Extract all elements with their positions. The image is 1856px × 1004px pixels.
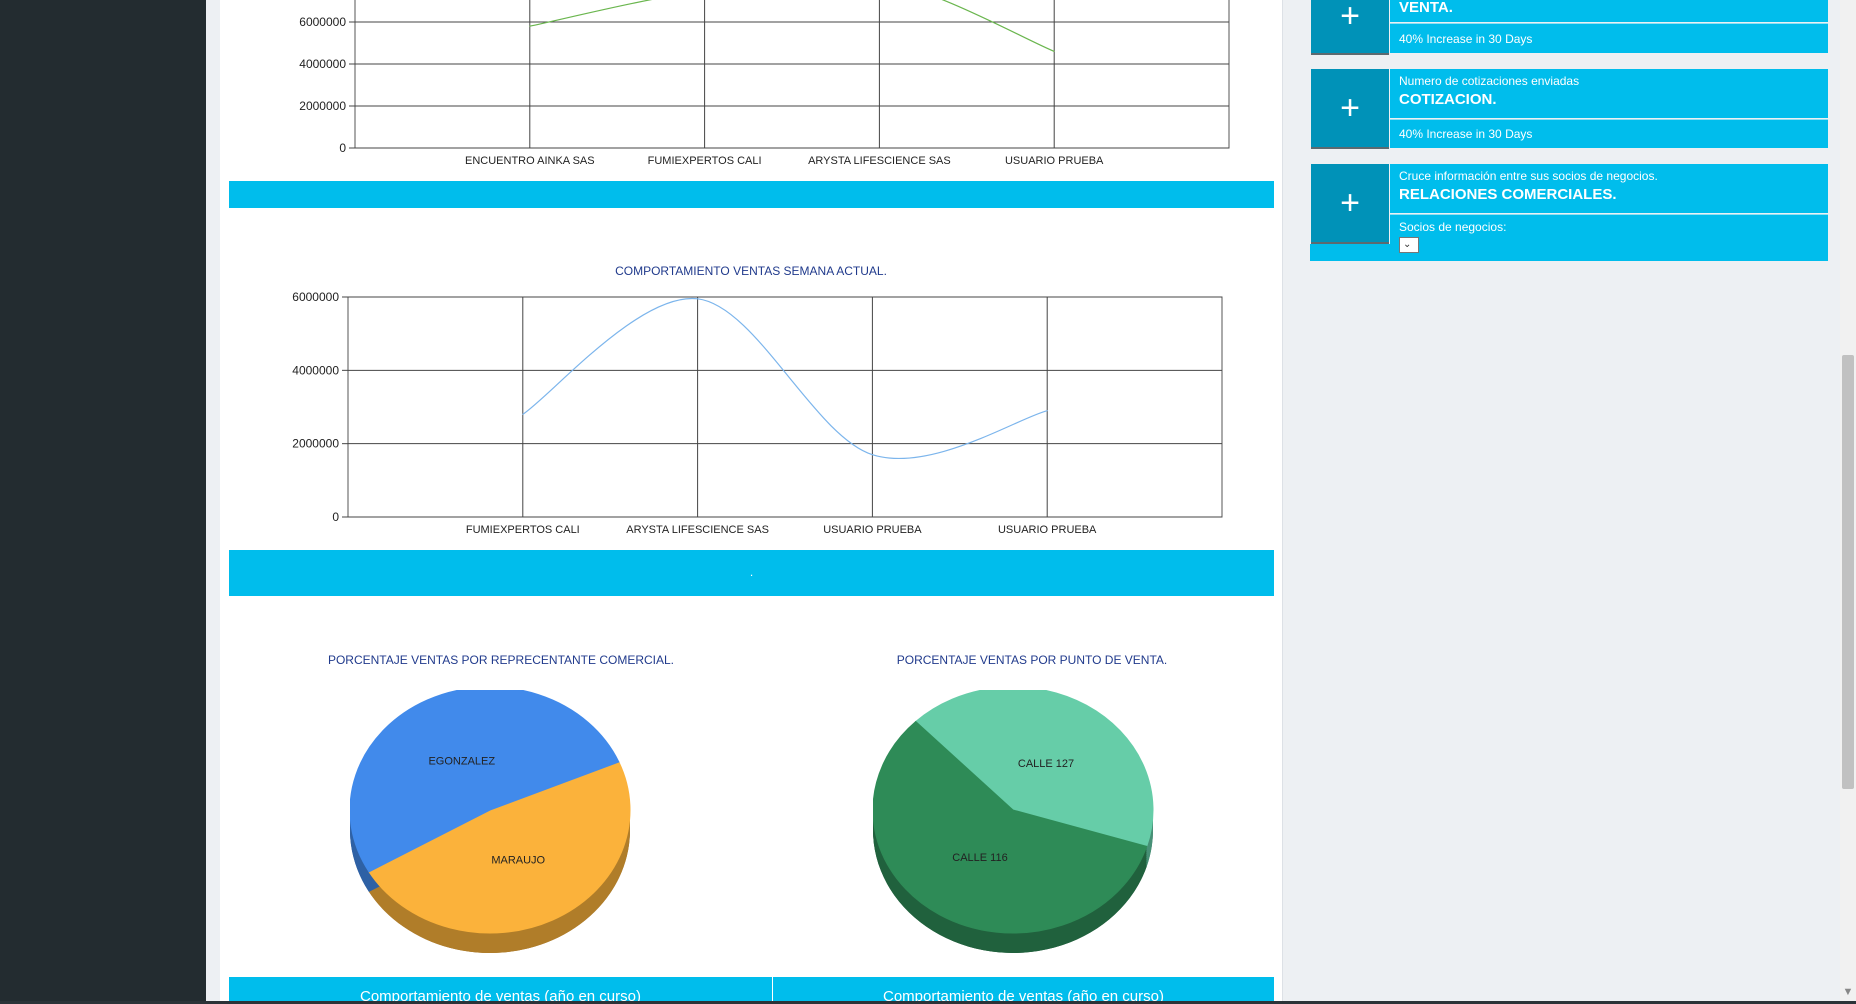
y-tick-label: 4000000 bbox=[299, 57, 346, 71]
y-tick-label: 2000000 bbox=[299, 99, 346, 113]
scroll-down-arrow-icon[interactable]: ▼ bbox=[1842, 986, 1854, 998]
sales-by-store-pie-chart: CALLE 127 CALLE 116 bbox=[873, 690, 1154, 953]
widget-title: COTIZACION. bbox=[1399, 91, 1497, 108]
column-divider bbox=[1282, 0, 1283, 1004]
data-point bbox=[1046, 410, 1048, 412]
x-tick-label: ARYSTA LIFESCIENCE SAS bbox=[808, 155, 951, 167]
x-tick-label: USUARIO PRUEBA bbox=[823, 524, 922, 536]
plus-icon[interactable]: + bbox=[1311, 164, 1389, 244]
y-tick-label: 6000000 bbox=[299, 15, 346, 29]
chart-title-stores: PORCENTAJE VENTAS POR PUNTO DE VENTA. bbox=[896, 653, 1168, 667]
y-tick-label: 2000000 bbox=[292, 437, 339, 451]
sales-line-chart-top: 0 2000000 4000000 6000000 ENCUENTRO AINKA S… bbox=[299, 0, 1230, 167]
bottom-bar-right: Comportamiento de ventas (año en curso) bbox=[773, 977, 1274, 1001]
app-sidebar bbox=[0, 0, 206, 1004]
widget-title: VENTA. bbox=[1399, 0, 1453, 16]
slice-label: MARAUJO bbox=[491, 854, 545, 866]
series-line bbox=[529, 0, 1055, 52]
socios-label: Socios de negocios: bbox=[1399, 220, 1507, 234]
x-tick-label: FUMIEXPERTOS CALI bbox=[648, 155, 762, 167]
chart-title-weekly: COMPORTAMIENTO VENTAS SEMANA ACTUAL. bbox=[615, 264, 887, 278]
widget-subtitle: Cruce información entre sus socios de ne… bbox=[1399, 169, 1658, 183]
widget-subtitle: Numero de cotizaciones enviadas bbox=[1399, 74, 1580, 88]
pie-slice bbox=[914, 690, 1154, 847]
widget-title: RELACIONES COMERCIALES. bbox=[1399, 186, 1617, 203]
x-tick-label: USUARIO PRUEBA bbox=[1005, 155, 1104, 167]
plot-frame bbox=[347, 296, 1223, 518]
weekly-sales-line-chart: 0 2000000 4000000 6000000 FUMIEXPERTOS CALI… bbox=[292, 290, 1223, 536]
data-point bbox=[529, 25, 531, 27]
main-content: 0 2000000 4000000 6000000 ENCUENTRO AINKA S… bbox=[220, 0, 1282, 1004]
x-tick-label: USUARIO PRUEBA bbox=[998, 524, 1097, 536]
widget-relaciones: + Cruce información entre sus socios de … bbox=[1310, 164, 1828, 261]
x-tick-label: ENCUENTRO AINKA SAS bbox=[465, 155, 595, 167]
section-bar-2: . bbox=[229, 550, 1274, 596]
slice-label: CALLE 116 bbox=[952, 852, 1007, 864]
widget-cotizacion: + Numero de cotizaciones enviadas COTIZA… bbox=[1310, 69, 1828, 150]
pie-slice bbox=[873, 720, 1148, 934]
separator-dot: . bbox=[749, 565, 754, 579]
slice-label: EGONZALEZ bbox=[428, 756, 495, 768]
sales-by-rep-pie-chart: MARAUJO EGONZALEZ bbox=[350, 690, 631, 953]
data-point bbox=[1053, 50, 1055, 52]
chevron-down-icon: ⌄ bbox=[1403, 239, 1412, 250]
x-tick-label: ARYSTA LIFESCIENCE SAS bbox=[626, 524, 769, 536]
plus-icon[interactable]: + bbox=[1311, 69, 1389, 149]
window-bottom-edge bbox=[0, 1001, 1856, 1004]
widget-footer: 40% Increase in 30 Days bbox=[1399, 127, 1533, 141]
left-gutter bbox=[206, 0, 220, 1004]
widget-footer: 40% Increase in 30 Days bbox=[1399, 32, 1533, 46]
y-tick-label: 6000000 bbox=[292, 290, 339, 304]
data-point bbox=[697, 298, 699, 300]
scrollbar-thumb[interactable] bbox=[1842, 355, 1854, 789]
y-tick-label: 4000000 bbox=[292, 363, 339, 377]
widget-venta: + VENTA. 40% Increase in 30 Days bbox=[1310, 0, 1828, 55]
bottom-bar-left: Comportamiento de ventas (año en curso) bbox=[229, 977, 772, 1001]
section-bar-1 bbox=[229, 181, 1274, 208]
x-tick-label: FUMIEXPERTOS CALI bbox=[466, 524, 580, 536]
slice-label: CALLE 127 bbox=[1018, 758, 1074, 770]
y-tick-label: 0 bbox=[339, 141, 346, 155]
plus-icon[interactable]: + bbox=[1311, 0, 1389, 55]
pie-slice bbox=[368, 761, 631, 934]
data-point bbox=[871, 454, 873, 456]
y-tick-label: 0 bbox=[332, 510, 339, 524]
chart-title-reps: PORCENTAJE VENTAS POR REPRECENTANTE COME… bbox=[327, 653, 675, 667]
socios-select[interactable]: ⌄ bbox=[1399, 237, 1419, 253]
right-panel bbox=[1283, 0, 1840, 1004]
series-line bbox=[522, 298, 1048, 460]
data-point bbox=[522, 413, 524, 415]
pie-slice bbox=[350, 690, 620, 873]
